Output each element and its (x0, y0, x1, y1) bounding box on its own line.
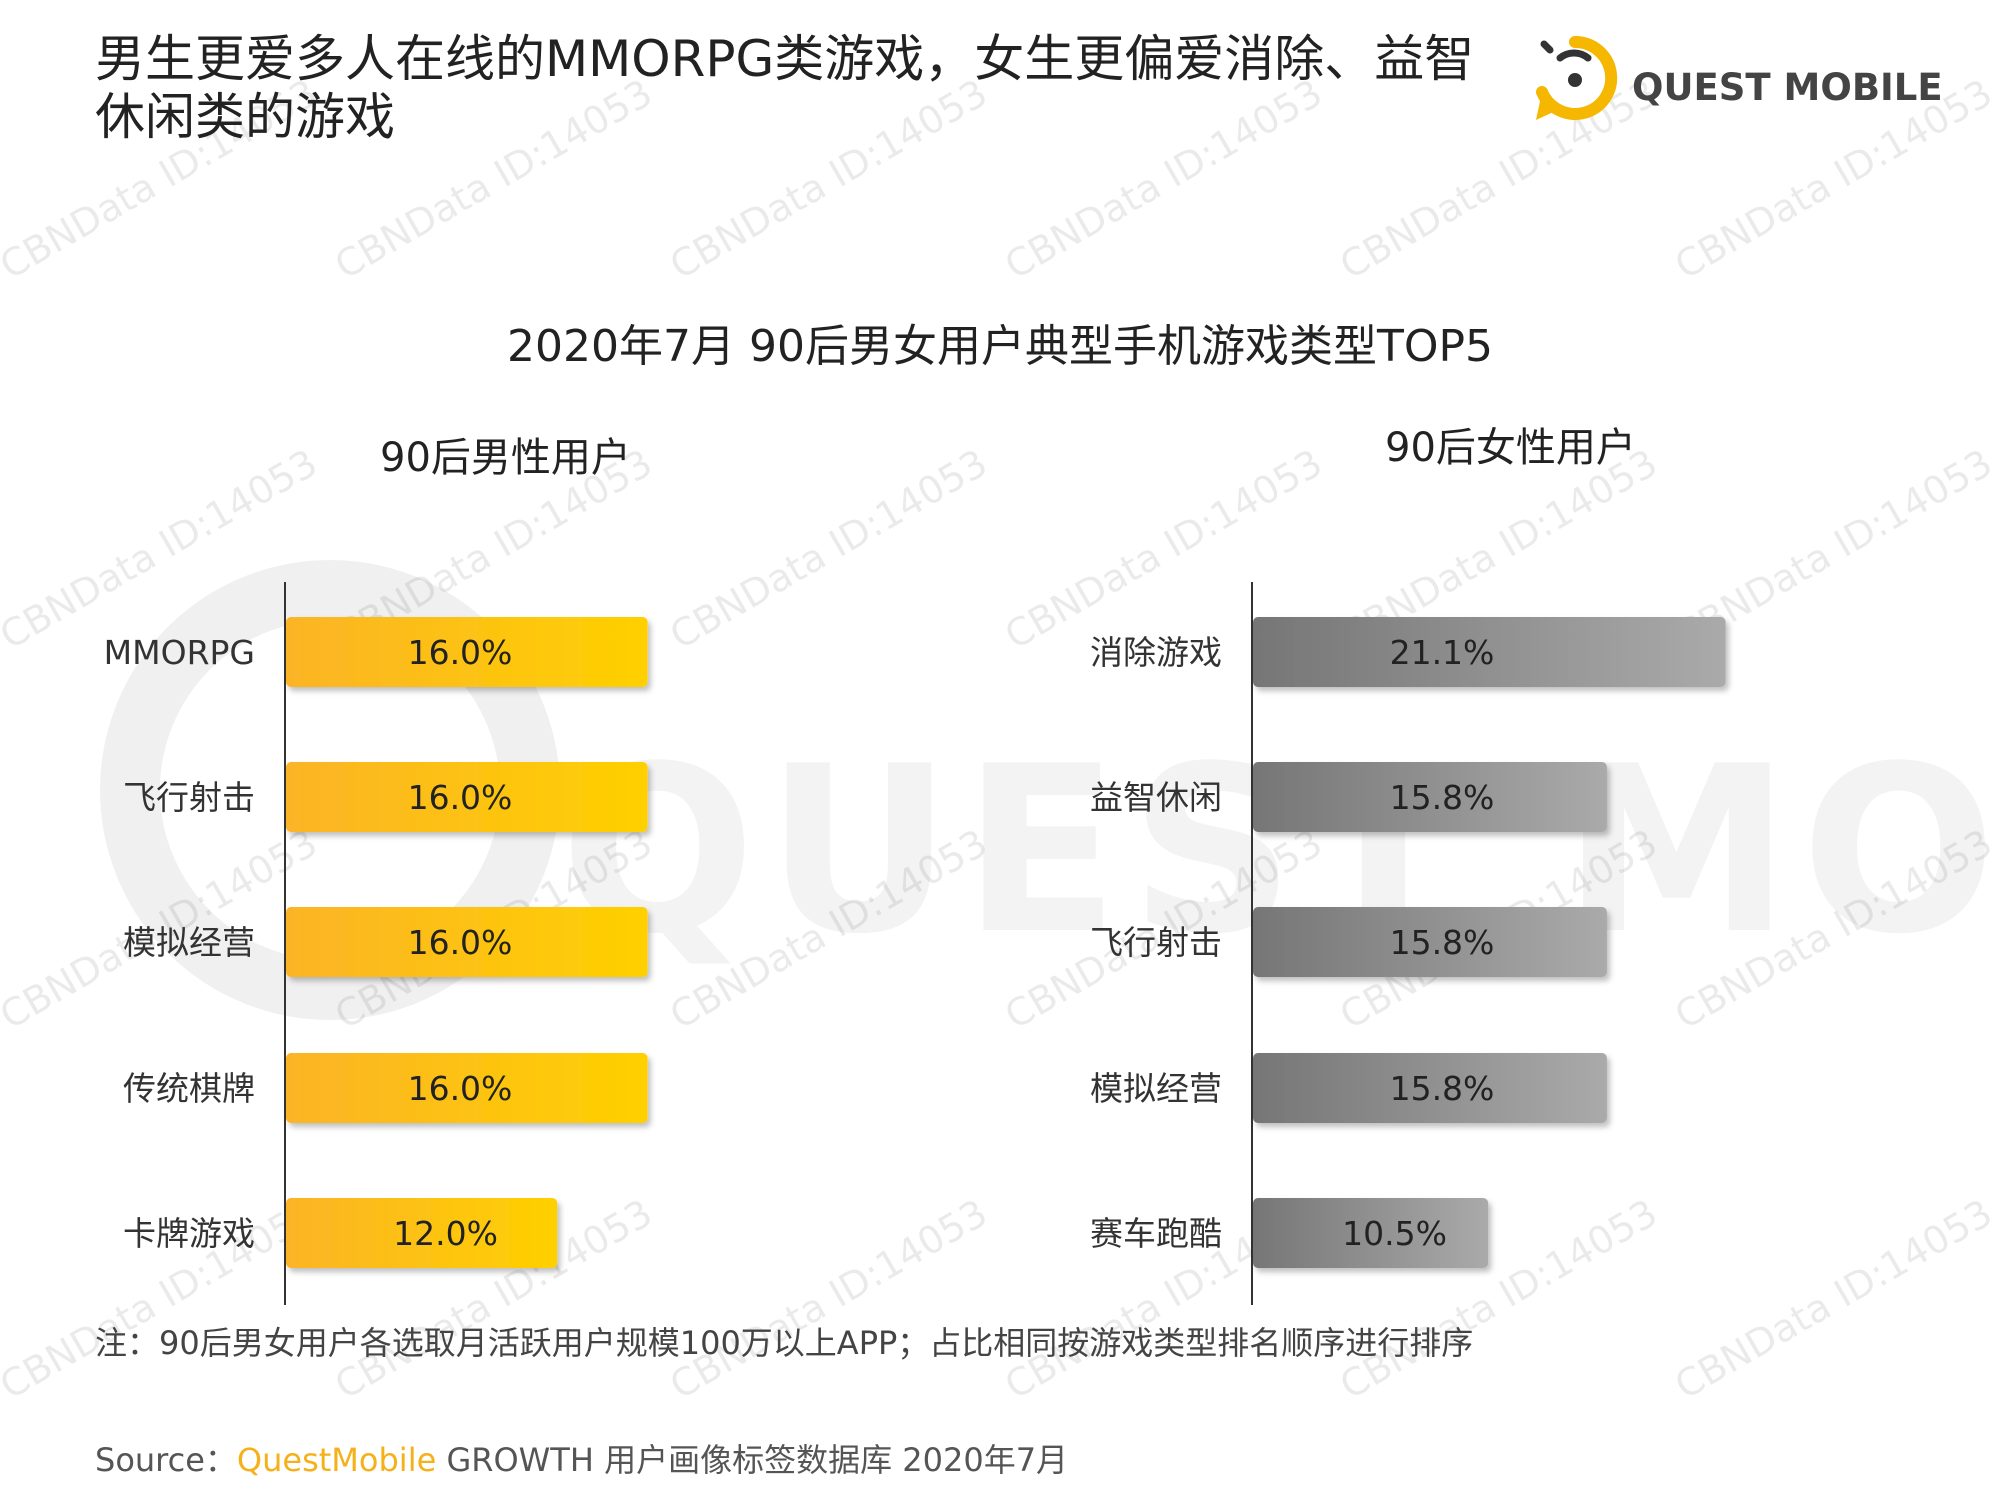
value-label: 16.0% (408, 778, 513, 817)
source-prefix: Source： (95, 1441, 237, 1479)
bar (286, 1198, 558, 1268)
bar (286, 907, 648, 977)
male-panel-title: 90后男性用户 (380, 435, 631, 481)
category-label: 模拟经营 (123, 923, 255, 962)
value-label: 16.0% (408, 923, 513, 962)
bar (286, 1053, 648, 1123)
category-label: MMORPG (104, 633, 255, 672)
value-label: 16.0% (408, 1069, 513, 1108)
category-label: 赛车跑酷 (1090, 1214, 1222, 1253)
footnote: 注：90后男女用户各选取月活跃用户规模100万以上APP；占比相同按游戏类型排名… (95, 1324, 1474, 1362)
value-label: 15.8% (1390, 923, 1495, 962)
category-label: 益智休闲 (1090, 778, 1222, 817)
value-label: 16.0% (408, 633, 513, 672)
category-label: 模拟经营 (1090, 1069, 1222, 1108)
bar (1253, 762, 1607, 832)
value-label: 12.0% (393, 1214, 498, 1253)
quest-mobile-logo: QUEST MOBILE (1520, 28, 1943, 128)
bar (286, 617, 648, 687)
bar (1253, 617, 1726, 687)
category-label: 卡牌游戏 (123, 1214, 255, 1253)
bar (1253, 907, 1607, 977)
category-label: 飞行射击 (1090, 923, 1222, 962)
headline: 男生更爱多人在线的MMORPG类游戏，女生更偏爱消除、益智休闲类的游戏 (95, 30, 1475, 146)
quest-mobile-logo-icon (1536, 35, 1618, 120)
source-rest: GROWTH 用户画像标签数据库 2020年7月 (436, 1441, 1069, 1479)
source-line: Source：QuestMobile GROWTH 用户画像标签数据库 2020… (95, 1435, 1068, 1481)
bar (1253, 1198, 1489, 1268)
logo-text: QUEST MOBILE (1632, 66, 1943, 109)
value-label: 21.1% (1390, 633, 1495, 672)
female-panel-title: 90后女性用户 (1385, 425, 1636, 471)
category-label: 消除游戏 (1090, 633, 1222, 672)
bar (286, 762, 648, 832)
bar (1253, 1053, 1607, 1123)
category-label: 传统棋牌 (123, 1069, 255, 1108)
chart-title: 2020年7月 90后男女用户典型手机游戏类型TOP5 (507, 321, 1493, 372)
source-brand: QuestMobile (236, 1441, 437, 1479)
value-label: 15.8% (1390, 1069, 1495, 1108)
category-label: 飞行射击 (123, 778, 255, 817)
value-label: 15.8% (1390, 778, 1495, 817)
value-label: 10.5% (1342, 1214, 1447, 1253)
